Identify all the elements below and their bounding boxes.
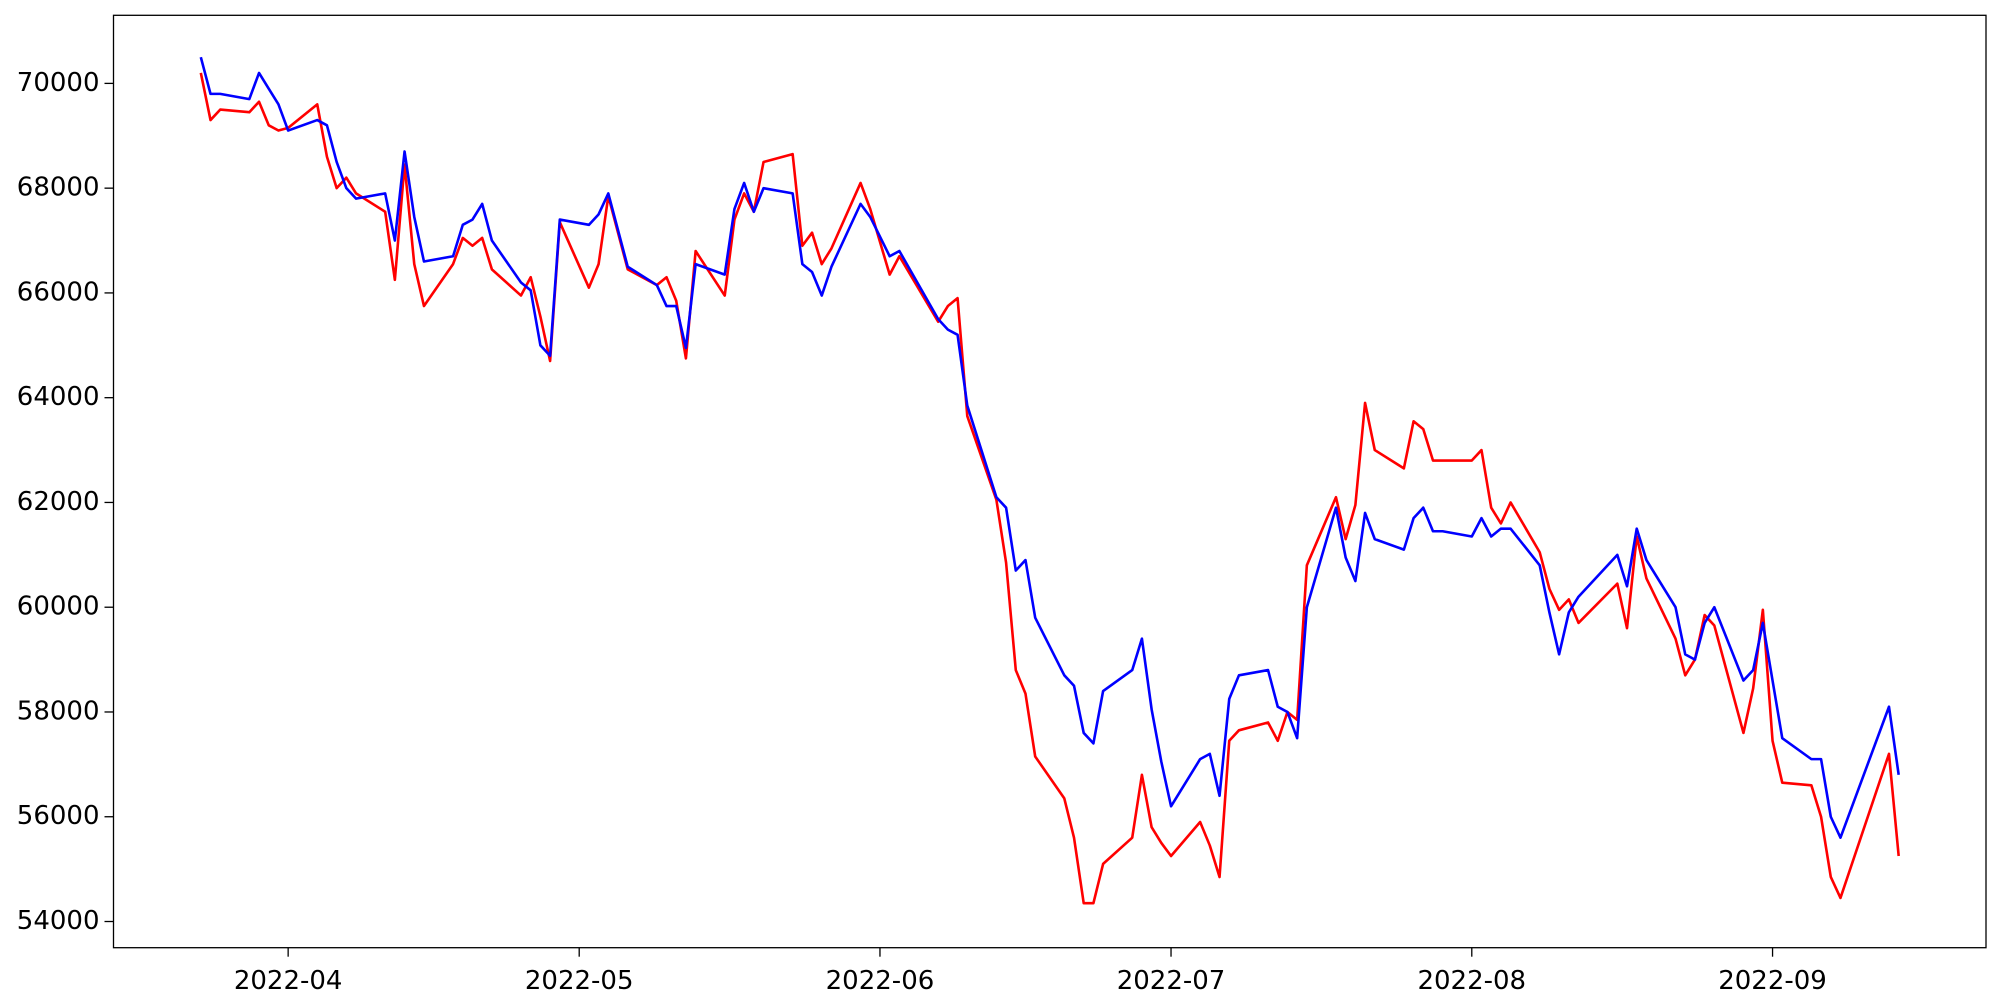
y-tick-label: 64000 (17, 382, 100, 412)
y-tick-label: 60000 (17, 592, 100, 622)
x-tick-label: 2022-05 (525, 966, 634, 996)
y-tick-label: 66000 (17, 277, 100, 307)
x-tick-label: 2022-09 (1718, 966, 1827, 996)
series-line (199, 72, 1900, 905)
x-tick-label: 2022-04 (234, 966, 343, 996)
x-tick-label: 2022-08 (1417, 966, 1526, 996)
series-line (199, 56, 1900, 839)
x-tick-label: 2022-07 (1117, 966, 1226, 996)
y-tick-label: 68000 (17, 173, 100, 203)
y-tick-label: 70000 (17, 68, 100, 98)
y-tick-label: 56000 (17, 801, 100, 831)
y-tick-label: 54000 (17, 906, 100, 936)
x-tick-label: 2022-06 (826, 966, 935, 996)
y-tick-label: 58000 (17, 696, 100, 726)
y-tick-label: 62000 (17, 487, 100, 517)
plot-frame (112, 14, 1987, 949)
